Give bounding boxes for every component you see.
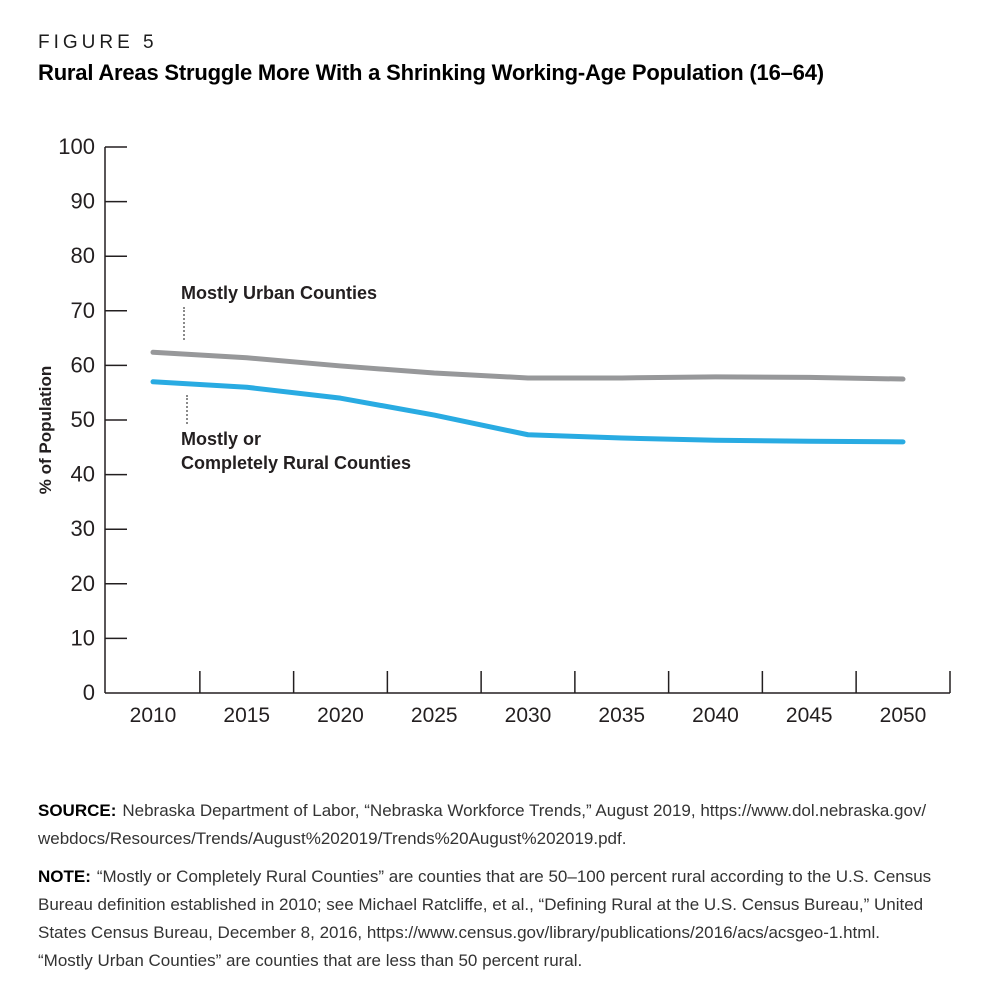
x-tick-label: 2035 [598,704,645,727]
note-caption: NOTE: “Mostly or Completely Rural Countie… [38,863,963,975]
y-tick-label: 50 [71,407,95,432]
y-tick-label: 100 [58,134,95,159]
y-tick-label: 80 [71,243,95,268]
y-tick-label: 0 [83,680,95,705]
source-label: SOURCE: [38,801,117,820]
series-label-rural: Mostly or Completely Rural Counties [181,429,412,473]
figure-title: Rural Areas Struggle More With a Shrinki… [38,60,824,85]
y-tick-label: 60 [71,352,95,377]
figure-label: FIGURE 5 [38,32,158,53]
series-label-urban: Mostly Urban Counties [181,283,378,303]
series-line-rural [150,379,906,445]
y-tick-label: 70 [71,298,95,323]
x-tick-label: 2050 [880,704,927,727]
leader-line-rural-icon [186,395,188,424]
y-tick-label: 10 [71,625,95,650]
y-tick-label: 90 [71,189,95,214]
note-text: “Mostly or Completely Rural Counties” ar… [38,867,932,970]
note-label: NOTE: [38,867,91,886]
x-tick-label: 2045 [786,704,833,727]
x-tick-label: 2040 [692,704,739,727]
source-text: Nebraska Department of Labor, “Nebraska … [38,801,927,848]
y-tick-label: 20 [71,571,95,596]
source-caption: SOURCE: Nebraska Department of Labor, “Ne… [38,797,963,853]
x-tick-label: 2030 [505,704,552,727]
y-tick-label: 40 [71,462,95,487]
y-axis-title: % of Population [36,365,55,495]
x-tick-label: 2025 [411,704,458,727]
y-tick-label: 30 [71,516,95,541]
series-line-urban [150,349,906,382]
leader-line-urban-icon [183,307,185,340]
x-tick-label: 2010 [130,704,177,727]
x-tick-label: 2020 [317,704,364,727]
x-tick-label: 2015 [223,704,270,727]
